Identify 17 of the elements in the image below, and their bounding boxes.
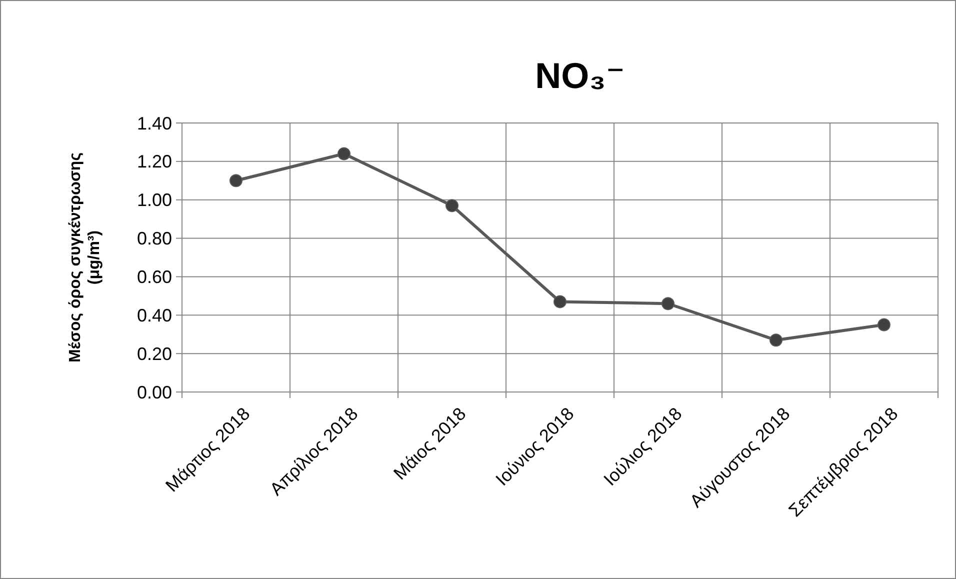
point [662,297,674,310]
y-tick-label: 1.20 [136,152,172,172]
chart-title: NO₃⁻ [535,55,625,96]
point [230,174,242,188]
y-tick-label: 0.20 [136,344,172,364]
y-tick-label: 0.00 [136,382,172,402]
y-tick-label: 0.60 [136,267,172,288]
y-axis-title: Μέσος όρος συγκέντρωσης (μg/m³) [67,152,104,363]
y-tick-label: 0.40 [136,305,172,326]
y-tick-label: 1.40 [136,113,172,134]
point [338,147,350,160]
point [446,199,458,212]
point [554,295,566,308]
point [878,318,890,332]
point [770,334,782,347]
y-tick-label: 1.00 [136,190,172,210]
y-tick-label: 0.80 [136,228,172,249]
